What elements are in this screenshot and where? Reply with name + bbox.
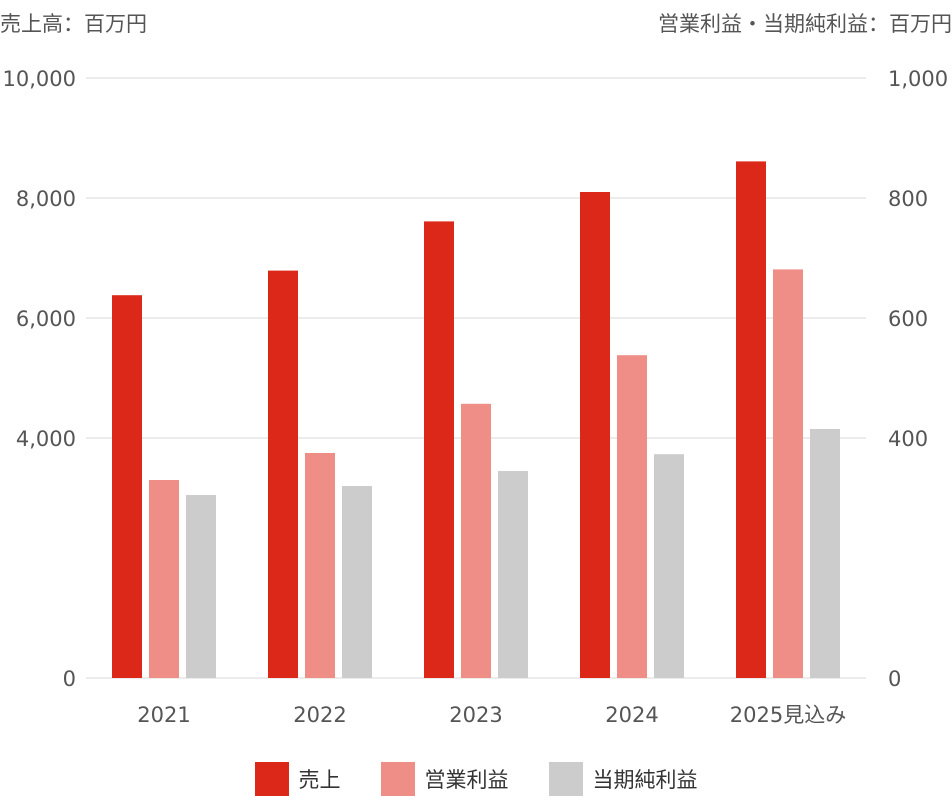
bar-sales [112,295,142,678]
right-axis-unit-label: 営業利益・当期純利益：百万円 [658,12,952,36]
bar-net-income [654,454,684,678]
bar-sales [268,270,298,678]
legend-label-operating-profit: 営業利益 [424,768,509,792]
bar-operating-profit [305,453,335,678]
bar-operating-profit [461,403,491,678]
right-axis-tick-label: 600 [888,307,928,331]
legend-swatch-operating-profit [380,762,415,796]
x-axis-tick-label: 2021 [137,703,190,727]
x-axis-tick-label: 2024 [605,703,658,727]
bar-net-income [810,429,840,678]
legend-label-sales: 売上 [298,768,341,792]
left-axis-tick-label: 0 [63,667,76,691]
bar-operating-profit [773,269,803,678]
left-axis-unit-label: 売上高：百万円 [0,12,147,36]
x-axis-tick-label: 2022 [293,703,346,727]
right-axis-tick-label: 0 [888,667,901,691]
legend-item-net-income: 当期純利益 [548,762,698,796]
bar-net-income [186,495,216,678]
bar-operating-profit [149,480,179,678]
x-axis-tick-label: 2025見込み [730,703,846,727]
bar-operating-profit [617,355,647,678]
bar-net-income [498,471,528,678]
right-axis-tick-label: 800 [888,187,928,211]
bar-sales [580,192,610,678]
bar-chart: 0 4,000 6,000 8,000 10,000 0 400 600 800 1,000 202… [3,67,949,727]
legend-item-sales: 売上 [254,762,341,796]
right-axis-tick-label: 1,000 [888,67,948,91]
bar-sales [736,161,766,678]
left-axis-tick-label: 6,000 [16,307,76,331]
left-axis-tick-label: 8,000 [16,187,76,211]
legend-swatch-sales [254,762,289,796]
x-axis-tick-label: 2023 [449,703,502,727]
left-axis-tick-label: 4,000 [16,427,76,451]
legend-label-net-income: 当期純利益 [592,768,698,792]
left-axis-tick-label: 10,000 [3,67,76,91]
chart-legend: 売上 営業利益 当期純利益 [0,762,952,796]
legend-swatch-net-income [548,762,583,796]
right-axis-tick-label: 400 [888,427,928,451]
bar-net-income [342,486,372,678]
legend-item-operating-profit: 営業利益 [380,762,509,796]
bar-sales [424,221,454,678]
